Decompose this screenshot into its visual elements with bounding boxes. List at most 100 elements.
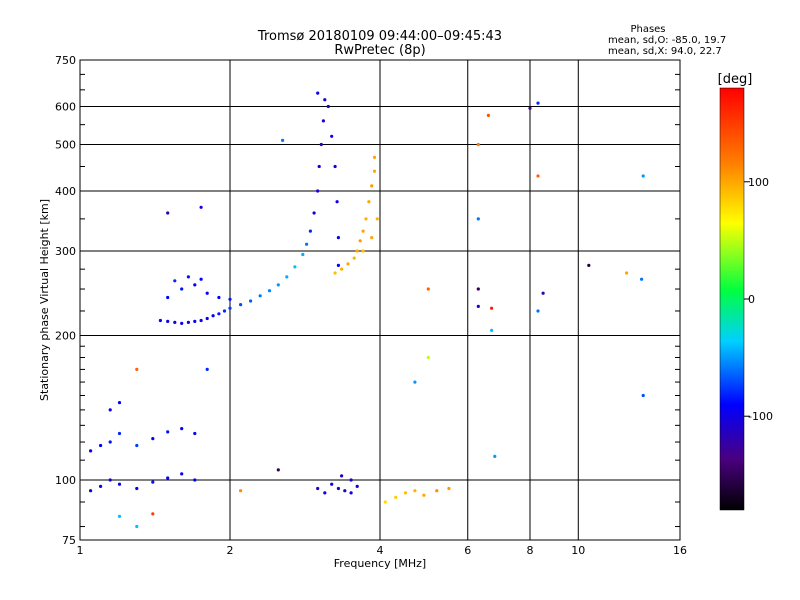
data-point-noise	[199, 205, 203, 209]
data-point-o	[186, 275, 190, 279]
data-point-noise	[490, 306, 494, 310]
data-point-x	[370, 184, 374, 188]
data-point-x	[352, 256, 356, 260]
data-point-o	[336, 486, 340, 491]
data-point-o	[228, 297, 232, 301]
colorbar-tick-label: -100	[748, 410, 773, 423]
data-point-o	[317, 164, 321, 169]
data-point-noise	[536, 309, 540, 313]
data-point-x	[413, 489, 417, 493]
data-point-o	[228, 306, 232, 310]
chart-subtitle: RwPretec (8p)	[334, 43, 425, 58]
data-point-o	[205, 316, 209, 321]
data-point-noise	[490, 328, 494, 332]
data-point-o	[249, 299, 253, 303]
data-point-o	[349, 491, 353, 495]
data-point-o	[217, 312, 221, 316]
data-point-x	[403, 491, 408, 495]
x-tick-label: 1	[77, 544, 84, 557]
data-point-x	[361, 249, 365, 253]
data-point-noise	[493, 454, 497, 458]
data-point-x	[333, 271, 337, 275]
data-point-o	[222, 309, 227, 313]
data-point-x	[394, 495, 398, 499]
data-point-o	[319, 142, 323, 147]
data-point-o	[330, 134, 334, 138]
stats-heading: Phases	[630, 24, 665, 35]
data-point-o	[305, 242, 309, 246]
data-point-x	[367, 200, 371, 204]
data-point-o	[108, 478, 112, 482]
data-point-o	[108, 440, 112, 444]
data-point-o	[180, 321, 184, 325]
data-point-noise	[135, 524, 139, 529]
data-point-o	[239, 303, 243, 307]
data-point-o	[173, 279, 177, 283]
data-point-o	[166, 319, 170, 323]
data-point-noise	[281, 138, 285, 142]
data-point-o	[343, 489, 347, 493]
data-point-o	[199, 318, 203, 323]
data-point-noise	[587, 263, 591, 267]
data-point-x	[355, 249, 359, 253]
data-point-noise	[640, 277, 644, 281]
data-point-o	[180, 287, 184, 291]
y-tick-label: 400	[55, 185, 76, 198]
data-point-noise	[528, 106, 532, 110]
plot-area: 1 2 4 6 8 10 16 75 100 200 300 400 500 600 750	[55, 54, 687, 557]
data-point-x	[372, 155, 377, 159]
y-tick-label: 100	[55, 474, 76, 487]
data-point-o	[205, 291, 209, 295]
data-point-x	[361, 229, 365, 233]
data-point-x	[383, 500, 387, 504]
data-point-noise	[426, 355, 430, 360]
data-point-x	[364, 217, 368, 221]
x-tick-label: 10	[571, 544, 585, 557]
data-point-noise	[135, 367, 139, 371]
data-point-o	[211, 314, 215, 318]
x-axis-label: Frequency [MHz]	[334, 557, 426, 570]
data-point-noise	[536, 174, 540, 178]
data-point-noise	[205, 367, 209, 371]
data-point-o	[321, 119, 325, 123]
x-tick-label: 4	[377, 544, 384, 557]
data-point-o	[301, 252, 305, 257]
data-point-o	[180, 472, 184, 476]
data-point-noise	[641, 174, 645, 178]
data-point-x	[422, 493, 426, 497]
data-point-o	[193, 319, 197, 323]
data-point-o	[135, 443, 139, 448]
data-point-o	[193, 283, 197, 287]
stats-line-o: mean, sd,O: -85.0, 19.7	[608, 35, 726, 46]
data-point-o	[186, 320, 190, 324]
data-point-noise	[625, 271, 629, 275]
data-point-x	[372, 169, 377, 173]
data-point-o	[333, 164, 337, 169]
data-point-noise	[413, 380, 417, 384]
data-point-o	[193, 431, 197, 436]
data-point-o	[336, 236, 340, 240]
data-point-o	[335, 200, 339, 204]
data-point-x	[375, 217, 379, 221]
y-tick-label: 600	[55, 101, 76, 114]
data-point-noise	[239, 489, 243, 493]
data-point-noise	[426, 287, 430, 291]
data-point-noise	[641, 393, 645, 398]
data-point-o	[166, 476, 170, 480]
data-point-noise	[476, 217, 480, 221]
data-point-o	[349, 478, 353, 482]
data-point-o	[99, 443, 103, 448]
data-point-o	[166, 295, 170, 300]
chart-title: Tromsø 20180109 09:44:00–09:45:43	[257, 29, 502, 44]
data-point-o	[336, 263, 340, 267]
data-point-x	[358, 239, 362, 243]
data-point-o	[258, 294, 262, 298]
data-point-o	[217, 295, 221, 300]
y-tick-label: 500	[55, 139, 76, 152]
data-point-o	[151, 480, 155, 484]
data-point-o	[89, 489, 93, 493]
data-point-o	[316, 486, 320, 491]
data-point-x	[447, 486, 451, 491]
data-point-noise	[476, 304, 480, 308]
data-point-noise	[166, 211, 170, 215]
